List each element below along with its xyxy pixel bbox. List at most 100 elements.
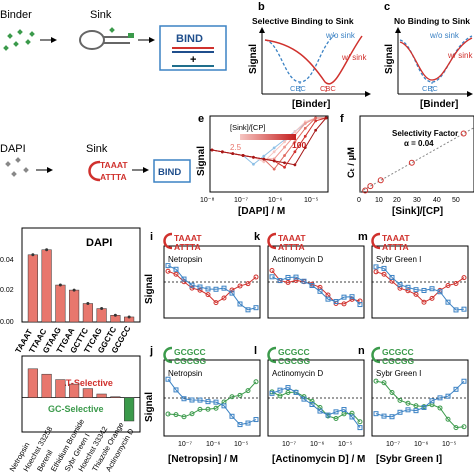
data-point bbox=[405, 400, 411, 406]
data-point bbox=[221, 285, 227, 291]
data-point bbox=[341, 301, 347, 307]
data-point bbox=[253, 305, 259, 311]
data-point bbox=[205, 286, 211, 292]
svg-text:0.02: 0.02 bbox=[0, 287, 14, 294]
series-line bbox=[271, 270, 361, 305]
data-point bbox=[277, 393, 283, 399]
data-point bbox=[314, 116, 318, 120]
data-point bbox=[245, 420, 251, 426]
data-point bbox=[269, 390, 275, 396]
dapi-label: DAPI bbox=[0, 143, 26, 155]
data-point bbox=[241, 154, 245, 157]
data-point bbox=[429, 295, 435, 301]
dapi-dots bbox=[5, 157, 29, 177]
data-point bbox=[413, 291, 419, 297]
panel-letter: i bbox=[150, 231, 153, 243]
data-point bbox=[324, 116, 328, 120]
data-point bbox=[213, 405, 219, 411]
series-line bbox=[375, 380, 465, 418]
bar bbox=[82, 388, 93, 398]
data-point bbox=[253, 379, 259, 385]
fit-line bbox=[359, 127, 474, 193]
data-point bbox=[189, 285, 195, 291]
svg-text:α = 0.04: α = 0.04 bbox=[404, 139, 434, 148]
data-point bbox=[245, 307, 251, 313]
svg-text:CBC: CBC bbox=[290, 84, 306, 93]
svg-text:Signal: Signal bbox=[248, 44, 259, 74]
data-point bbox=[269, 274, 275, 280]
data-point bbox=[453, 280, 459, 286]
data-point bbox=[325, 296, 331, 302]
data-point bbox=[252, 162, 255, 166]
hairpin-icon bbox=[163, 232, 173, 250]
data-point bbox=[309, 398, 315, 404]
titration-curves bbox=[210, 116, 328, 171]
data-point bbox=[229, 287, 235, 293]
data-point bbox=[381, 413, 387, 419]
svg-text:Signal: Signal bbox=[196, 146, 207, 176]
data-point bbox=[205, 292, 211, 298]
data-point bbox=[389, 414, 395, 420]
series-line bbox=[375, 266, 465, 311]
data-point bbox=[189, 282, 195, 288]
data-point bbox=[285, 385, 291, 391]
data-point bbox=[397, 282, 403, 288]
data-point bbox=[445, 416, 451, 422]
data-point bbox=[237, 283, 243, 289]
data-point bbox=[221, 295, 227, 301]
bar bbox=[55, 284, 66, 323]
bar bbox=[69, 383, 80, 398]
svg-text:[Binder]: [Binder] bbox=[292, 99, 330, 110]
bar bbox=[27, 254, 38, 323]
data-point bbox=[277, 387, 283, 393]
x-tick-label: 10⁻⁷ bbox=[178, 441, 192, 448]
series-line bbox=[211, 117, 327, 166]
panel-b: b Selective Binding to Sink w/o sink w/ … bbox=[248, 1, 371, 110]
svg-text:CBC: CBC bbox=[422, 84, 438, 93]
svg-text:10⁻⁸: 10⁻⁸ bbox=[200, 197, 214, 204]
drug-name: Sybr Green I bbox=[376, 369, 421, 378]
data-point bbox=[245, 281, 251, 287]
data-point bbox=[317, 408, 323, 414]
data-point bbox=[303, 146, 307, 149]
data-point bbox=[314, 119, 318, 123]
data-point bbox=[237, 392, 243, 398]
data-point bbox=[293, 274, 299, 280]
error-point bbox=[113, 313, 117, 317]
data-point bbox=[272, 150, 276, 154]
data-point bbox=[262, 157, 266, 161]
data-point bbox=[189, 411, 195, 417]
sequence-bottom: ATTTA bbox=[278, 242, 305, 252]
data-point bbox=[461, 275, 467, 281]
data-point bbox=[229, 290, 235, 296]
data-point bbox=[237, 422, 243, 428]
data-point bbox=[272, 159, 276, 163]
y-axis-label: Signal bbox=[144, 392, 155, 422]
data-point bbox=[309, 401, 315, 407]
bar bbox=[69, 289, 80, 323]
data-point bbox=[277, 278, 283, 284]
data-point bbox=[237, 301, 243, 307]
data-point bbox=[253, 274, 259, 280]
data-point bbox=[445, 393, 451, 399]
series-line bbox=[167, 378, 257, 426]
gc-selective-label: GC-Selective bbox=[48, 404, 104, 414]
sequence-bottom: CGCGG bbox=[382, 356, 415, 366]
data-point bbox=[333, 409, 339, 415]
series-line bbox=[375, 271, 465, 303]
sequence-top: GCGCC bbox=[382, 347, 414, 357]
svg-text:w/ sink: w/ sink bbox=[447, 51, 473, 60]
sink-hairpin-icon: TAAAT ATTTA bbox=[88, 160, 128, 182]
svg-text:[Binder]: [Binder] bbox=[420, 99, 458, 110]
panel-letter: l bbox=[254, 345, 257, 357]
data-point bbox=[210, 148, 214, 152]
data-point bbox=[197, 287, 203, 293]
data-point bbox=[453, 386, 459, 392]
data-point bbox=[461, 378, 467, 384]
data-point bbox=[213, 300, 219, 306]
error-point bbox=[127, 315, 131, 319]
bar bbox=[41, 373, 52, 398]
